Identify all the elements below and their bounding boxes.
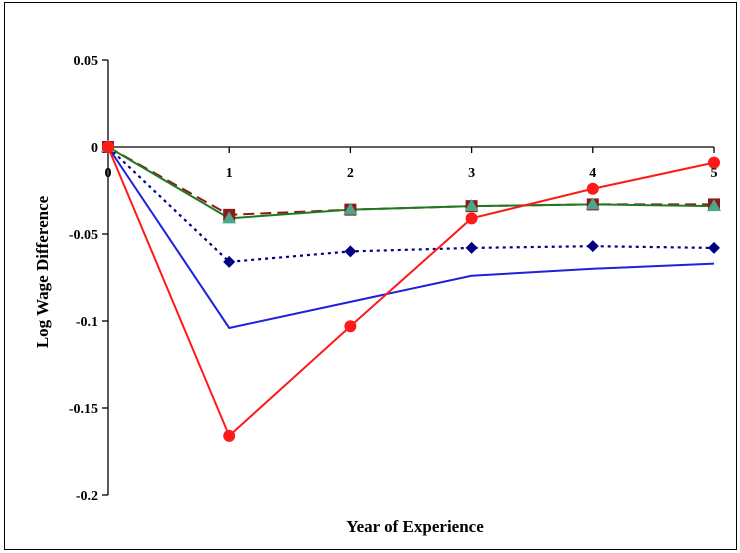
series-4-point [707, 199, 721, 212]
y-tick-label: -0.1 [76, 315, 98, 330]
series-5-point [586, 182, 599, 195]
series-line-4 [107, 146, 715, 220]
series-5-point [344, 320, 357, 333]
marker-layer [101, 140, 721, 442]
axes-layer [107, 60, 714, 495]
y-tick-label: -0.05 [69, 228, 98, 243]
y-tick-label: 0.05 [74, 54, 99, 69]
series-line-5 [107, 146, 715, 438]
series-5-point [708, 156, 720, 169]
series-4-point [343, 202, 358, 215]
series-5-point [102, 141, 114, 153]
series-5-point [223, 429, 236, 442]
x-tick-label: 5 [711, 166, 718, 181]
series-5-point [465, 212, 478, 225]
series-4-point [585, 197, 600, 210]
x-tick-label: 0 [105, 166, 112, 181]
y-tick-label: 0 [91, 141, 98, 156]
chart-frame [4, 2, 737, 550]
y-axis-title: Log Wage Difference [33, 195, 52, 348]
y-tick-label: -0.15 [69, 402, 98, 417]
x-tick-label: 3 [468, 166, 475, 181]
series-2-point [586, 240, 599, 253]
x-tick-label: 4 [589, 166, 596, 181]
ticks-layer: 0.05 0 -0.05 -0.1 -0.15 -0.2 0 1 2 3 4 5 [69, 54, 718, 504]
x-tick-label: 2 [347, 166, 354, 181]
y-tick-label: -0.2 [76, 489, 98, 504]
x-axis-title: Year of Experience [346, 517, 484, 536]
series-2-point [344, 245, 357, 258]
series-4-point [222, 211, 237, 224]
series-2-point [465, 241, 478, 254]
x-tick-label: 1 [226, 166, 233, 181]
series-line-1 [107, 146, 715, 330]
series-4-point [464, 199, 479, 212]
series-layer [107, 146, 715, 438]
series-2-point [708, 241, 720, 254]
series-2-point [223, 255, 236, 268]
